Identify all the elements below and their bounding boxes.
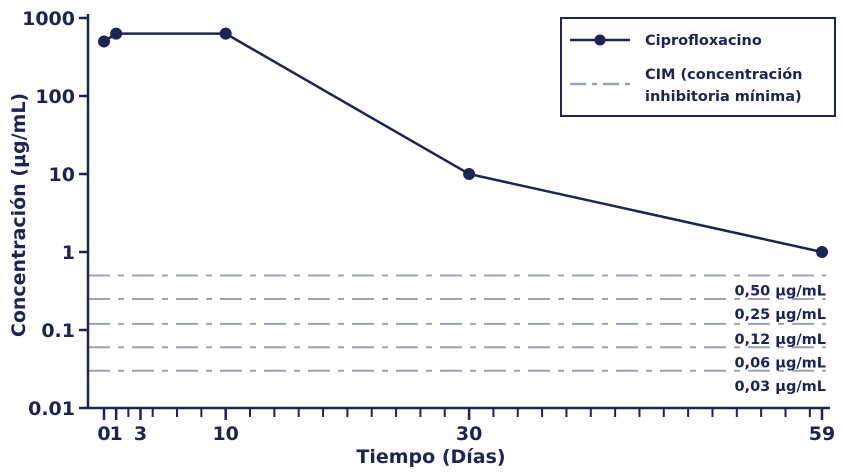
- legend-label-ciprofloxacino: Ciprofloxacino: [645, 33, 762, 49]
- data-point-2: [219, 27, 232, 40]
- x-tick-label-5: 59: [809, 423, 835, 445]
- legend-label-cim-line1: CIM (concentración: [645, 67, 803, 83]
- y-tick-label-4: 100: [35, 86, 75, 108]
- data-point-0: [98, 35, 110, 48]
- axes: [86, 14, 830, 410]
- legend-box: [560, 17, 836, 117]
- legend-label-cim-line2: inhibitoria mínima): [645, 89, 802, 105]
- y-tick-label-1: 0.1: [41, 320, 75, 342]
- mic-label-4: 0,03 μg/mL: [734, 379, 826, 395]
- y-tick-label-3: 10: [49, 164, 75, 186]
- x-axis-title: Tiempo (Días): [356, 446, 505, 468]
- x-tick-label-4: 30: [456, 423, 482, 445]
- data-point-3: [463, 168, 476, 180]
- y-tick-label-2: 1: [62, 242, 75, 264]
- mic-label-2: 0,12 μg/mL: [734, 332, 826, 348]
- x-tick-label-0: 0: [97, 423, 110, 445]
- y-axis-title: Concentración (μg/mL): [8, 93, 30, 337]
- mic-lines: [88, 274, 826, 372]
- x-tick-label-3: 10: [212, 423, 238, 445]
- x-tick-label-2: 3: [134, 423, 147, 445]
- mic-label-0: 0,50 μg/mL: [734, 283, 826, 299]
- y-tick-label-5: 1000: [22, 8, 75, 30]
- mic-label-3: 0,06 μg/mL: [734, 355, 826, 371]
- mic-label-1: 0,25 μg/mL: [734, 307, 826, 323]
- y-ticks: 0.01 0.1 1 10 100 1000: [22, 8, 88, 420]
- x-ticks: 01 3 10 30 59: [97, 408, 835, 445]
- legend-marker-sample: [594, 34, 606, 46]
- legend: Ciprofloxacino CIM (concentración inhibi…: [560, 17, 836, 117]
- data-point-1: [110, 27, 123, 40]
- mic-labels: 0,50 μg/mL 0,25 μg/mL 0,12 μg/mL 0,06 μg/mL…: [734, 283, 826, 394]
- x-tick-label-1: 1: [110, 423, 123, 445]
- data-point-4: [816, 246, 828, 258]
- series-ciprofloxacino: [98, 27, 828, 258]
- y-tick-label-0: 0.01: [28, 398, 75, 420]
